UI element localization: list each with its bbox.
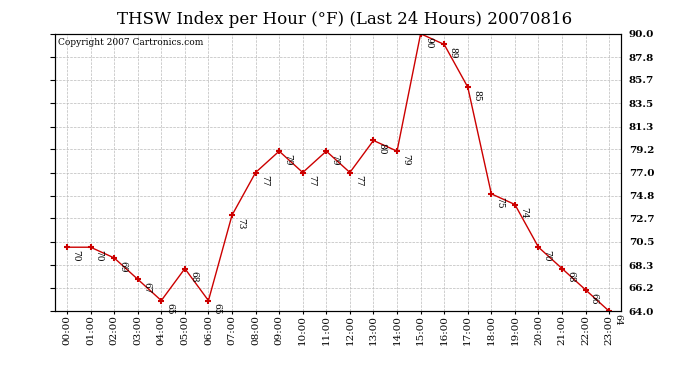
Text: THSW Index per Hour (°F) (Last 24 Hours) 20070816: THSW Index per Hour (°F) (Last 24 Hours)…: [117, 11, 573, 28]
Text: 85: 85: [472, 90, 481, 102]
Text: 89: 89: [448, 47, 457, 59]
Text: 77: 77: [259, 175, 268, 187]
Text: 64: 64: [613, 314, 622, 326]
Text: 77: 77: [307, 175, 316, 187]
Text: 70: 70: [95, 250, 103, 261]
Text: 77: 77: [354, 175, 363, 187]
Text: 66: 66: [590, 292, 599, 304]
Text: 90: 90: [425, 36, 434, 48]
Text: 67: 67: [142, 282, 151, 294]
Text: 75: 75: [495, 196, 504, 208]
Text: 79: 79: [284, 154, 293, 165]
Text: 73: 73: [236, 218, 245, 229]
Text: 80: 80: [377, 143, 386, 155]
Text: 65: 65: [213, 303, 221, 315]
Text: 69: 69: [118, 261, 127, 272]
Text: 70: 70: [71, 250, 80, 261]
Text: Copyright 2007 Cartronics.com: Copyright 2007 Cartronics.com: [58, 38, 204, 47]
Text: 79: 79: [401, 154, 410, 165]
Text: 70: 70: [542, 250, 551, 261]
Text: 74: 74: [519, 207, 528, 219]
Text: 65: 65: [166, 303, 175, 315]
Text: 68: 68: [566, 272, 575, 283]
Text: 79: 79: [331, 154, 339, 165]
Text: 68: 68: [189, 272, 198, 283]
